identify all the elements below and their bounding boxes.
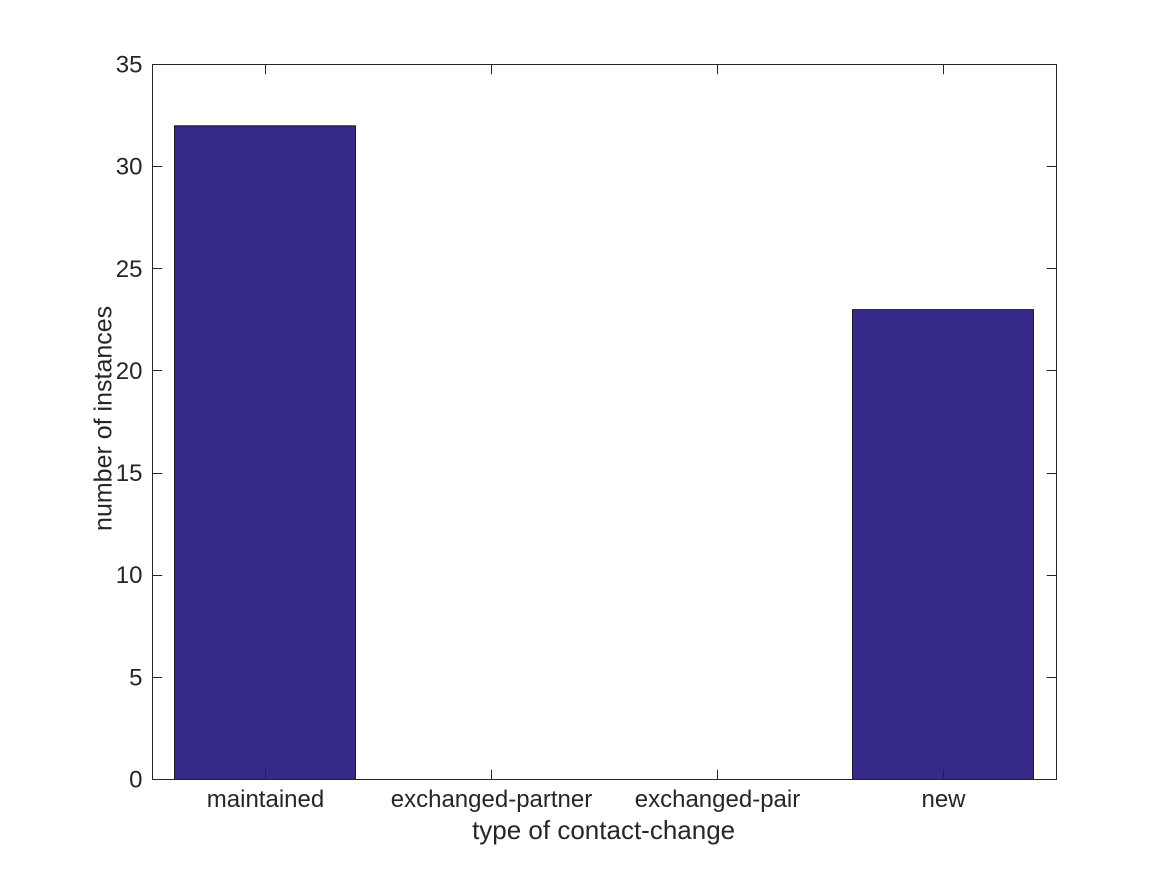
svg-text:maintained: maintained <box>207 786 324 813</box>
svg-text:0: 0 <box>129 767 142 794</box>
svg-text:15: 15 <box>116 460 143 487</box>
svg-text:type of contact-change: type of contact-change <box>472 815 735 845</box>
svg-text:35: 35 <box>116 52 143 79</box>
svg-text:30: 30 <box>116 154 143 181</box>
svg-text:exchanged-partner: exchanged-partner <box>391 786 592 813</box>
svg-text:number of instances: number of instances <box>90 306 118 531</box>
svg-text:5: 5 <box>129 664 142 691</box>
svg-text:20: 20 <box>116 358 143 385</box>
svg-text:25: 25 <box>116 256 143 283</box>
svg-text:exchanged-pair: exchanged-pair <box>635 786 800 813</box>
svg-text:new: new <box>921 786 966 813</box>
svg-text:10: 10 <box>116 562 143 589</box>
